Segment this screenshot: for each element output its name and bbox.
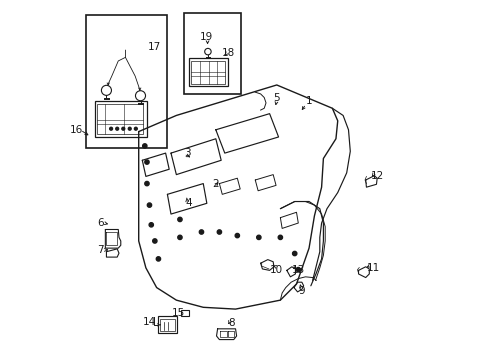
Bar bbox=[94, 101, 146, 137]
Circle shape bbox=[144, 181, 149, 186]
Circle shape bbox=[109, 127, 112, 130]
Circle shape bbox=[235, 233, 239, 238]
Circle shape bbox=[178, 235, 182, 239]
Circle shape bbox=[156, 257, 160, 261]
Text: 1: 1 bbox=[305, 96, 312, 106]
Text: 14: 14 bbox=[142, 317, 156, 327]
Bar bbox=[180, 310, 188, 316]
Circle shape bbox=[292, 251, 296, 256]
Text: 5: 5 bbox=[273, 93, 280, 103]
Bar bbox=[86, 15, 167, 148]
Bar bbox=[183, 13, 241, 94]
Text: 7: 7 bbox=[97, 245, 103, 255]
Circle shape bbox=[134, 127, 137, 130]
Circle shape bbox=[278, 235, 282, 239]
Circle shape bbox=[144, 160, 149, 164]
Text: 8: 8 bbox=[228, 319, 235, 328]
Text: 2: 2 bbox=[212, 179, 219, 189]
Circle shape bbox=[199, 230, 203, 234]
Circle shape bbox=[147, 203, 151, 207]
Circle shape bbox=[142, 144, 147, 148]
Bar bbox=[97, 104, 143, 134]
Text: 16: 16 bbox=[69, 125, 82, 135]
Text: 13: 13 bbox=[291, 265, 305, 275]
Text: 4: 4 bbox=[185, 198, 192, 208]
Circle shape bbox=[116, 127, 119, 130]
Bar bbox=[188, 58, 227, 86]
Circle shape bbox=[296, 267, 300, 272]
Circle shape bbox=[217, 230, 221, 234]
Bar bbox=[191, 60, 224, 84]
Circle shape bbox=[256, 235, 261, 239]
Text: 17: 17 bbox=[148, 42, 161, 52]
Text: 9: 9 bbox=[298, 286, 305, 296]
Circle shape bbox=[122, 127, 124, 130]
Text: 15: 15 bbox=[171, 308, 184, 318]
Text: 12: 12 bbox=[370, 171, 383, 181]
Bar bbox=[158, 316, 177, 333]
Circle shape bbox=[178, 217, 182, 222]
Circle shape bbox=[149, 223, 153, 227]
Bar bbox=[160, 319, 174, 331]
Circle shape bbox=[128, 127, 131, 130]
Text: 19: 19 bbox=[200, 32, 213, 41]
Text: 18: 18 bbox=[221, 48, 235, 58]
Text: 6: 6 bbox=[97, 218, 103, 228]
Circle shape bbox=[152, 239, 157, 243]
Text: 10: 10 bbox=[270, 265, 283, 275]
Text: 3: 3 bbox=[183, 148, 190, 158]
Text: 11: 11 bbox=[366, 263, 380, 273]
